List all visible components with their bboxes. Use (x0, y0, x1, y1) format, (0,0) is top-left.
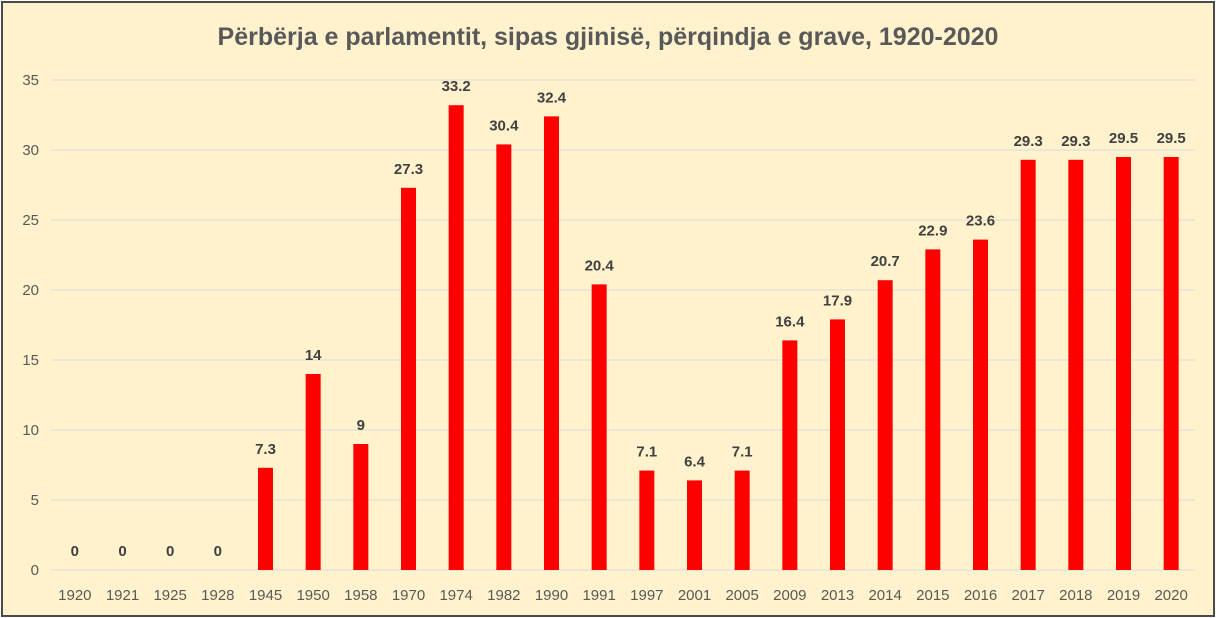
x-tick-label: 2005 (725, 587, 758, 604)
data-label: 7.3 (255, 441, 276, 458)
bars (258, 105, 1179, 571)
x-tick-label: 1997 (630, 587, 663, 604)
y-tick-label: 30 (22, 142, 39, 159)
bar (1163, 157, 1179, 570)
y-tick-label: 10 (22, 422, 39, 439)
x-tick-label: 1920 (58, 587, 91, 604)
data-label: 20.7 (871, 253, 900, 270)
y-tick-label: 0 (31, 562, 39, 579)
chart-plot: 0 5 10 15 20 25 30 35 0 0 0 0 7.3 14 9 27.3 33.2 30.4 32.… (22, 72, 1195, 604)
bar (1020, 159, 1036, 571)
bar (782, 340, 798, 570)
data-label: 23.6 (966, 213, 995, 230)
bar (353, 444, 369, 570)
x-tick-label: 2001 (678, 587, 711, 604)
bar (448, 105, 464, 570)
x-tick-label: 2015 (916, 587, 949, 604)
data-label: 20.4 (585, 257, 615, 274)
data-label: 0 (71, 543, 79, 560)
data-label: 22.9 (918, 222, 947, 239)
gridlines (51, 79, 1195, 571)
bar (877, 280, 893, 570)
y-tick-label: 5 (31, 492, 39, 509)
y-axis: 0 5 10 15 20 25 30 35 (22, 72, 39, 579)
data-label: 0 (166, 543, 174, 560)
data-label: 29.3 (1014, 133, 1043, 150)
x-tick-label: 2020 (1154, 587, 1187, 604)
x-axis: 1920 1921 1925 1928 1945 1950 1958 1970 1974 1982… (58, 587, 1188, 604)
x-tick-label: 2018 (1059, 587, 1092, 604)
bar (1068, 159, 1084, 571)
y-tick-label: 35 (22, 72, 39, 89)
x-tick-label: 2016 (964, 587, 997, 604)
x-tick-label: 1928 (201, 587, 234, 604)
x-tick-label: 2009 (773, 587, 806, 604)
data-label: 7.1 (636, 444, 657, 461)
x-tick-label: 2014 (868, 587, 901, 604)
bar (401, 187, 416, 571)
bar (496, 144, 512, 570)
bar (258, 467, 273, 570)
data-label: 7.1 (732, 444, 753, 461)
x-tick-label: 1974 (439, 587, 472, 604)
bar (925, 249, 941, 570)
data-label: 17.9 (823, 292, 852, 309)
data-label: 16.4 (775, 313, 805, 330)
x-tick-label: 1970 (392, 587, 425, 604)
data-label: 0 (118, 543, 126, 560)
x-tick-label: 1990 (535, 587, 568, 604)
data-label: 27.3 (394, 161, 423, 178)
bar (687, 480, 702, 570)
x-tick-label: 1991 (582, 587, 615, 604)
x-tick-label: 2017 (1011, 587, 1044, 604)
bar (591, 284, 607, 570)
data-label: 9 (357, 417, 365, 434)
x-tick-label: 1925 (153, 587, 186, 604)
x-tick-label: 1950 (296, 587, 329, 604)
bar (734, 470, 750, 570)
data-label: 30.4 (489, 117, 519, 134)
data-label: 29.3 (1061, 133, 1090, 150)
x-tick-label: 1921 (106, 587, 139, 604)
bar (544, 116, 559, 571)
data-label: 29.5 (1109, 130, 1138, 147)
data-label: 29.5 (1157, 130, 1186, 147)
bar (639, 470, 655, 570)
data-label: 6.4 (684, 453, 706, 470)
bar (1116, 157, 1131, 570)
bar (830, 319, 845, 570)
data-label: 14 (305, 347, 322, 364)
y-tick-label: 15 (22, 352, 39, 369)
x-tick-label: 1982 (487, 587, 520, 604)
x-tick-label: 2013 (821, 587, 854, 604)
y-tick-label: 20 (22, 282, 39, 299)
data-label: 32.4 (537, 89, 567, 106)
chart-title: Përbërja e parlamentit, sipas gjinisë, p… (217, 23, 999, 51)
data-label: 33.2 (442, 78, 471, 95)
data-label: 0 (214, 543, 222, 560)
x-tick-label: 1958 (344, 587, 377, 604)
x-tick-label: 1945 (249, 587, 282, 604)
y-tick-label: 25 (22, 212, 39, 229)
x-tick-label: 2019 (1107, 587, 1140, 604)
bar (305, 374, 321, 570)
bar (973, 239, 988, 570)
data-labels: 0 0 0 0 7.3 14 9 27.3 33.2 30.4 32.4 20.4 7.1 6.4 7.1 1… (71, 78, 1186, 560)
